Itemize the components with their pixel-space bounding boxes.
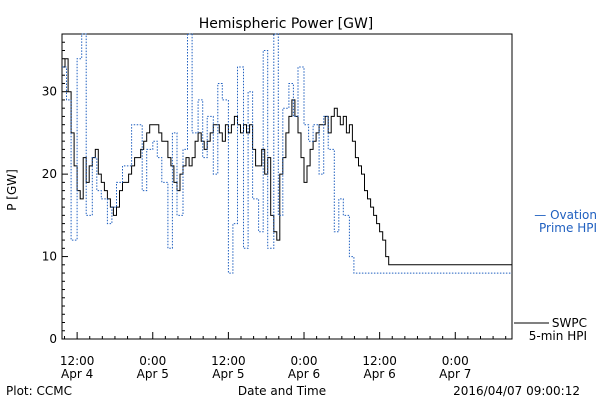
legend-swpc-label-2: 5-min HPI [529,329,587,343]
x-tick-label-date: Apr 5 [212,367,244,381]
chart-title: Hemispheric Power [GW] [199,16,374,32]
x-tick-label-date: Apr 6 [288,367,320,381]
x-tick-label-time: 12:00 [60,354,95,368]
legend-ovation-label-2: Prime HPI [539,221,597,235]
series-group [62,33,512,274]
x-tick-label-time: 0:00 [291,354,318,368]
x-axis-label: Date and Time [238,384,326,398]
series-swpc-line [62,58,512,266]
x-tick-label-date: Apr 4 [61,367,93,381]
y-tick-label: 0 [49,332,57,346]
y-tick-label: 10 [42,250,57,264]
x-tick-label-time: 0:00 [442,354,469,368]
x-tick-label-time: 0:00 [139,354,166,368]
y-axis-ticks: 0 10 20 30 [42,41,68,346]
x-tick-label-date: Apr 6 [364,367,396,381]
plot-frame [61,33,513,340]
plot-timestamp: 2016/04/07 09:00:12 [453,384,580,398]
legend-ovation-label-1: — Ovation [534,208,597,222]
plot-credit: Plot: CCMC [6,384,72,398]
x-tick-label-time: 12:00 [362,354,397,368]
y-tick-label: 30 [42,85,57,99]
y-axis-label: P [GW] [5,169,19,211]
series-ovation-line [62,33,512,274]
y-tick-label: 20 [42,167,57,181]
x-tick-label-time: 12:00 [211,354,246,368]
legend-swpc-label-1: SWPC [552,316,587,330]
x-tick-label-date: Apr 5 [137,367,169,381]
x-tick-label-date: Apr 7 [439,367,471,381]
